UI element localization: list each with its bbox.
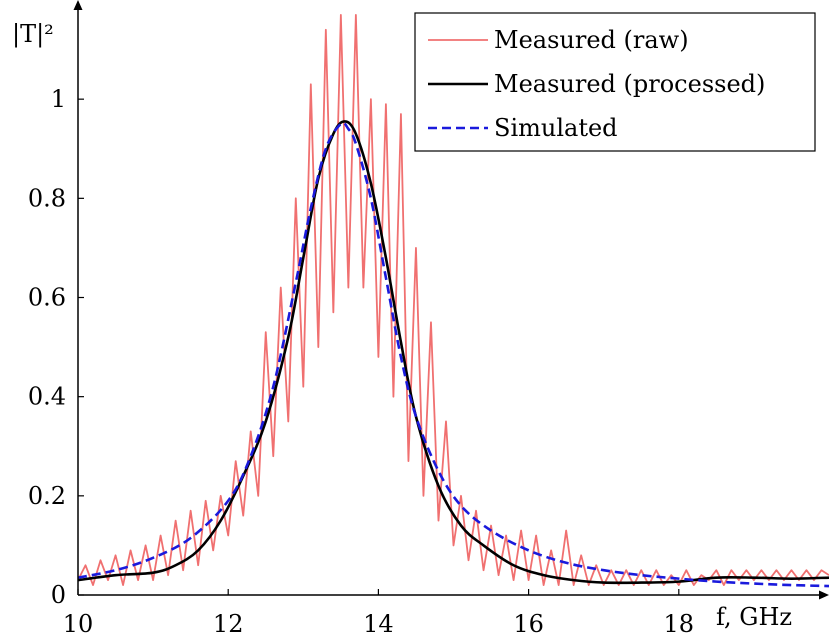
legend-box bbox=[414, 12, 816, 152]
series-line-measured-raw bbox=[78, 13, 829, 586]
series-layer bbox=[78, 13, 829, 588]
legend: Measured (raw) Measured (processed) Simula… bbox=[414, 12, 816, 152]
y-tick-label: 0.6 bbox=[28, 284, 66, 312]
x-axis-label: f, GHz bbox=[716, 603, 792, 631]
x-tick-label: 10 bbox=[63, 610, 94, 638]
y-tick-label: 1 bbox=[51, 85, 66, 113]
y-tick-label: 0.2 bbox=[28, 482, 66, 510]
y-tick-label: 0.4 bbox=[28, 383, 66, 411]
legend-label: Measured (processed) bbox=[494, 70, 765, 98]
y-tick-label: 0.8 bbox=[28, 184, 66, 212]
y-axis-arrow-icon bbox=[73, 0, 83, 10]
y-axis-label: |T|² bbox=[12, 20, 54, 49]
x-axis-arrow-icon bbox=[819, 590, 829, 600]
legend-label: Simulated bbox=[494, 114, 618, 142]
x-tick-label: 16 bbox=[513, 610, 544, 638]
x-tick-label: 18 bbox=[664, 610, 695, 638]
x-tick-label: 14 bbox=[363, 610, 394, 638]
series-line-simulated bbox=[78, 121, 829, 588]
ticks: 10 12 14 16 18 0 0.2 0.4 0.6 0.8 1 bbox=[28, 85, 694, 638]
axes bbox=[73, 0, 829, 600]
series-line-measured-processed bbox=[78, 120, 829, 585]
y-tick-label: 0 bbox=[51, 581, 66, 609]
x-tick-label: 12 bbox=[213, 610, 244, 638]
legend-label: Measured (raw) bbox=[494, 26, 689, 54]
